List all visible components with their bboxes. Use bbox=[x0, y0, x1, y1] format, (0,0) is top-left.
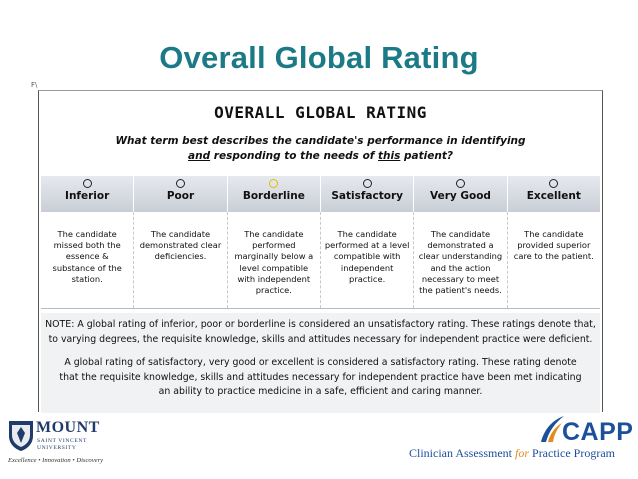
question-mid: responding to the needs of bbox=[210, 150, 379, 162]
desc-poor: The candidate demonstrated clear deficie… bbox=[134, 212, 228, 308]
radio-excellent[interactable] bbox=[549, 179, 559, 188]
capp-full-1: Clinician Assessment bbox=[409, 446, 515, 460]
shield-icon bbox=[9, 421, 33, 451]
note-line-4: that the requisite knowledge, skills and… bbox=[59, 371, 582, 383]
msvu-tagline: Excellence • Innovation • Discovery bbox=[8, 457, 104, 464]
rating-label-borderline: Borderline bbox=[242, 190, 305, 202]
form-title: OVERALL GLOBAL RATING bbox=[214, 103, 427, 122]
corner-mark: F\ bbox=[31, 81, 38, 89]
radio-satisfactory[interactable] bbox=[362, 179, 372, 188]
capp-logo: CAPP Clinician Assessment for Practice P… bbox=[400, 414, 634, 470]
note-gap bbox=[41, 347, 600, 356]
rating-label-very-good: Very Good bbox=[430, 190, 491, 202]
capp-swoosh-icon bbox=[541, 416, 564, 442]
desc-satisfactory: The candidate performed at a level compa… bbox=[321, 212, 415, 308]
note-line-2: to varying degrees, the requisite knowle… bbox=[48, 333, 593, 345]
desc-very-good: The candidate demonstrated a clear under… bbox=[414, 212, 508, 308]
rating-option-inferior[interactable]: Inferior bbox=[41, 176, 135, 212]
slide-title: Overall Global Rating bbox=[159, 40, 479, 75]
rating-option-excellent[interactable]: Excellent bbox=[508, 176, 600, 212]
msvu-logo: MOUNT SAINT VINCENT UNIVERSITY Excellenc… bbox=[8, 420, 112, 470]
question-and: and bbox=[188, 150, 211, 162]
rating-option-satisfactory[interactable]: Satisfactory bbox=[321, 176, 415, 212]
desc-inferior: The candidate missed both the essence & … bbox=[41, 212, 135, 308]
note-line-3: A global rating of satisfactory, very go… bbox=[64, 357, 577, 368]
form-question: What term best describes the candidate's… bbox=[39, 134, 602, 164]
rating-label-satisfactory: Satisfactory bbox=[331, 190, 403, 202]
capp-full-3: Practice Program bbox=[529, 446, 615, 460]
rating-option-borderline[interactable]: Borderline bbox=[228, 176, 321, 212]
desc-excellent: The candidate provided superior care to … bbox=[513, 229, 594, 262]
msvu-sub-2: UNIVERSITY bbox=[37, 445, 77, 451]
desc-borderline: The candidate performed marginally below… bbox=[228, 212, 321, 308]
radio-borderline[interactable] bbox=[269, 179, 279, 188]
rating-label-poor: Poor bbox=[166, 190, 195, 202]
rating-scale: Inferior Poor Borderline Satisfactory Ve… bbox=[41, 176, 600, 212]
rating-option-very-good[interactable]: Very Good bbox=[414, 176, 508, 212]
rating-option-poor[interactable]: Poor bbox=[134, 176, 228, 212]
rating-notes: NOTE: A global rating of inferior, poor … bbox=[41, 313, 600, 413]
question-post: patient? bbox=[400, 150, 453, 162]
question-line-2: and responding to the needs of this pati… bbox=[39, 149, 602, 164]
note-line-5: an ability to practice medicine in a saf… bbox=[158, 386, 483, 397]
msvu-sub-1: SAINT VINCENT bbox=[37, 438, 88, 444]
capp-wordmark: CAPP bbox=[562, 418, 634, 446]
rating-form: OVERALL GLOBAL RATING What term best des… bbox=[38, 90, 603, 413]
msvu-sub: SAINT VINCENT UNIVERSITY bbox=[37, 438, 87, 452]
radio-poor[interactable] bbox=[175, 179, 185, 188]
rating-descriptions: The candidate missed both the essence & … bbox=[41, 212, 600, 309]
note-line-1: NOTE: A global rating of inferior, poor … bbox=[45, 319, 596, 330]
question-line-1: What term best describes the candidate's… bbox=[115, 135, 526, 147]
msvu-name: MOUNT bbox=[36, 419, 100, 436]
radio-inferior[interactable] bbox=[82, 179, 92, 188]
rating-label-inferior: Inferior bbox=[65, 190, 110, 202]
question-this: this bbox=[378, 150, 401, 162]
radio-very-good[interactable] bbox=[455, 179, 465, 188]
capp-fullname: Clinician Assessment for Practice Progra… bbox=[409, 446, 615, 461]
capp-full-2: for bbox=[515, 446, 530, 460]
rating-label-excellent: Excellent bbox=[526, 190, 581, 202]
